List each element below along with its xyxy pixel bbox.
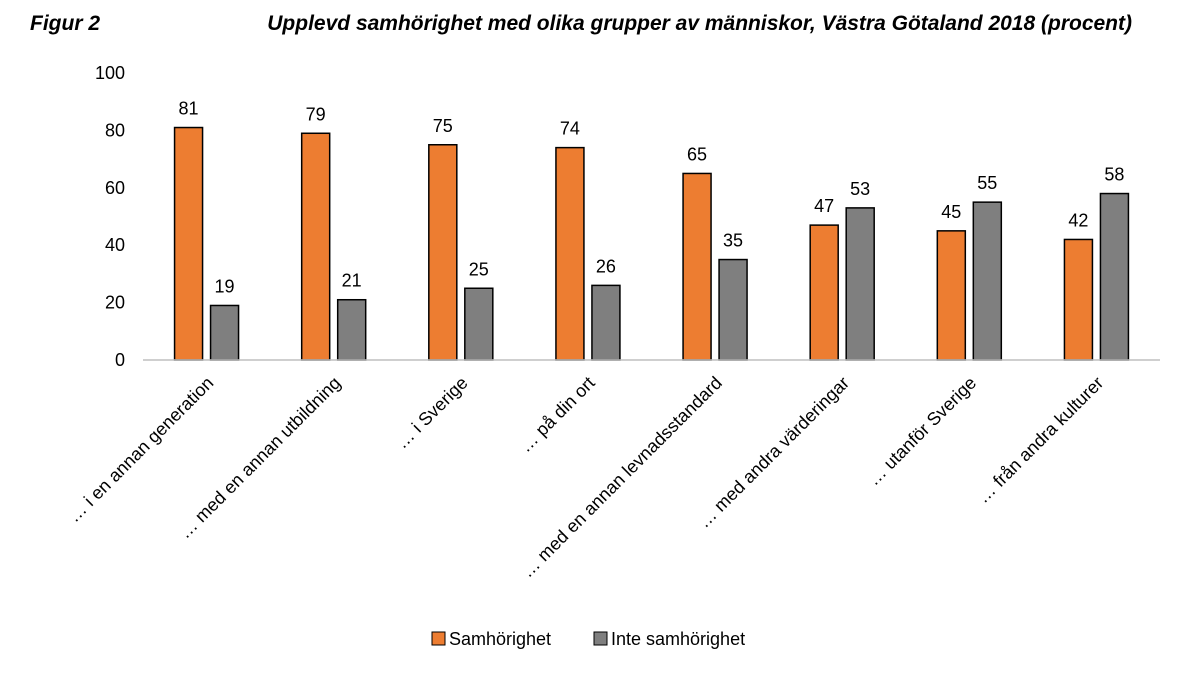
legend-label: Inte samhörighet xyxy=(611,629,745,649)
data-label: 35 xyxy=(723,231,743,251)
bar-samhorighet xyxy=(936,230,967,361)
category-label: … från andra kulturer xyxy=(973,373,1107,507)
bar-samhorighet xyxy=(1063,238,1094,361)
y-tick-label: 80 xyxy=(105,120,125,140)
y-tick-label: 0 xyxy=(115,350,125,370)
y-axis-ticks: 0 20 40 60 80 100 xyxy=(95,63,125,370)
legend-swatch xyxy=(431,631,446,646)
legend-label: Samhörighet xyxy=(449,629,551,649)
figure-label: Figur 2 xyxy=(30,12,100,35)
data-label: 65 xyxy=(687,144,707,164)
bar-inte-samhorighet xyxy=(718,258,748,361)
bar-inte-samhorighet xyxy=(1099,192,1130,361)
category-label: … i Sverige xyxy=(392,373,472,453)
data-label: 47 xyxy=(814,196,834,216)
data-label: 81 xyxy=(179,99,199,119)
y-tick-label: 20 xyxy=(105,293,125,313)
bar-inte-samhorighet xyxy=(972,201,1003,361)
data-label: 75 xyxy=(433,116,453,136)
data-label: 53 xyxy=(850,179,870,199)
data-label: 42 xyxy=(1068,210,1088,230)
data-label: 55 xyxy=(977,173,997,193)
data-label: 25 xyxy=(469,259,489,279)
bar-samhorighet xyxy=(682,172,712,361)
category-labels: … i en annan generation… med en annan ut… xyxy=(64,373,1107,582)
category-label: … med en annan levnadsstandard xyxy=(517,373,726,582)
bar-samhorighet xyxy=(173,126,204,361)
category-label: … på din ort xyxy=(515,373,598,456)
data-label: 79 xyxy=(306,104,326,124)
bar-inte-samhorighet xyxy=(464,287,494,361)
y-tick-label: 100 xyxy=(95,63,125,83)
bar-samhorighet xyxy=(555,146,585,361)
data-label: 45 xyxy=(941,202,961,222)
bar-inte-samhorighet xyxy=(209,304,240,361)
data-label: 58 xyxy=(1104,165,1124,185)
data-label: 74 xyxy=(560,119,580,139)
bar-samhorighet xyxy=(300,132,331,361)
bar-samhorighet xyxy=(428,144,458,361)
bar-inte-samhorighet xyxy=(591,284,621,361)
category-label: … i en annan generation xyxy=(64,373,218,527)
data-label: 19 xyxy=(215,276,235,296)
bar-samhorighet xyxy=(809,224,839,361)
y-tick-label: 40 xyxy=(105,235,125,255)
data-label: 26 xyxy=(596,256,616,276)
data-label: 21 xyxy=(342,271,362,291)
legend-swatch xyxy=(593,631,608,646)
bar-inte-samhorighet xyxy=(845,207,875,361)
bars: 81 19 79 21 75 25 74 26 65 35 47 53 45 55 42 58 xyxy=(173,99,1130,361)
legend: Samhörighet Inte samhörighet xyxy=(431,629,745,649)
category-label: … med andra värderingar xyxy=(694,373,853,532)
y-tick-label: 60 xyxy=(105,178,125,198)
chart-title: Upplevd samhörighet med olika grupper av… xyxy=(267,12,1132,35)
category-label: … utanför Sverige xyxy=(863,373,980,490)
bar-inte-samhorighet xyxy=(336,298,367,361)
